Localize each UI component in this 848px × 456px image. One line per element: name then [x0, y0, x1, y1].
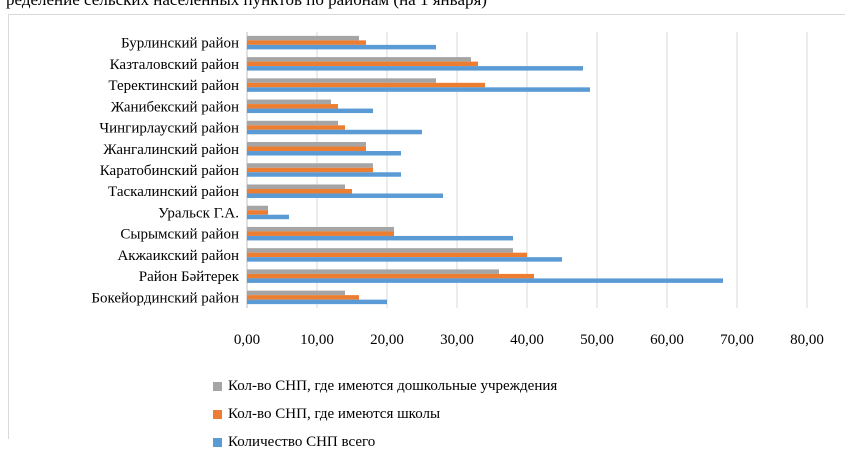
category-label: Жангалинский район [103, 142, 239, 158]
bar [247, 214, 289, 220]
legend-swatch-schools [213, 409, 222, 419]
bar [247, 252, 527, 258]
category-label: Казталовский район [110, 57, 239, 73]
category-label: Чингирлауский район [99, 121, 239, 137]
bar [247, 299, 387, 305]
gridlines [246, 32, 808, 308]
bar-chart: Бурлинский район Казталовский район Терект… [91, 32, 824, 348]
legend-label-total: Количество СНП всего [228, 433, 376, 450]
bar [247, 231, 394, 236]
bar [247, 82, 485, 88]
category-label: Акжаикский район [117, 248, 239, 264]
bar [247, 87, 590, 92]
x-tick-label: 50,00 [580, 332, 614, 348]
bar [247, 44, 436, 50]
legend-swatch-total [213, 437, 222, 447]
x-tick-label: 70,00 [720, 332, 754, 348]
x-tick-label: 80,00 [790, 332, 824, 348]
bar [247, 172, 401, 177]
bar [247, 142, 366, 147]
bar [247, 257, 562, 262]
legend-label-preschool: Кол-во СНП, где имеются дошкольные учреж… [228, 377, 558, 394]
legend: Кол-во СНП, где имеются дошкольные учреж… [213, 372, 557, 456]
legend-label-schools: Кол-во СНП, где имеются школы [228, 405, 441, 422]
bar [247, 151, 401, 156]
chart-area: Бурлинский район Казталовский район Терект… [8, 14, 845, 450]
bar [247, 269, 499, 274]
bar [247, 35, 359, 41]
bar [247, 57, 471, 62]
category-label: Район Бәйтерек [139, 269, 240, 285]
bar [247, 295, 359, 300]
category-label: Жанибекский район [111, 99, 239, 115]
bar [247, 146, 366, 152]
bar [247, 193, 443, 198]
bar [247, 290, 345, 296]
bars [247, 35, 723, 305]
bar [247, 129, 422, 135]
x-tick-labels: 0,00 10,00 20,00 30,00 40,00 50,00 60,00 70,00 8… [234, 332, 824, 348]
bar [247, 125, 345, 130]
bar [247, 235, 513, 241]
legend-item-total: Количество СНП всего [213, 428, 557, 456]
legend-item-preschool: Кол-во СНП, где имеются дошкольные учреж… [213, 372, 557, 400]
bar [247, 210, 268, 215]
bar [247, 273, 534, 279]
bar [247, 120, 338, 126]
bar [247, 108, 373, 114]
x-tick-label: 20,00 [370, 332, 404, 348]
bar [247, 66, 583, 71]
bar [247, 78, 436, 83]
x-tick-label: 0,00 [234, 332, 260, 348]
legend-item-schools: Кол-во СНП, где имеются школы [213, 400, 557, 428]
bar [247, 205, 268, 211]
legend-swatch-preschool [213, 381, 222, 391]
category-label: Бурлинский район [121, 36, 239, 52]
category-labels: Бурлинский район Казталовский район Терект… [91, 36, 239, 307]
bar [247, 188, 352, 194]
bar [247, 278, 723, 283]
category-label: Уральск Г.А. [158, 205, 239, 221]
category-label: Теректинский район [108, 78, 239, 94]
category-label: Сырымский район [120, 227, 239, 243]
bar [247, 163, 373, 168]
category-label: Бокейординский район [91, 290, 239, 306]
x-tick-label: 60,00 [650, 332, 684, 348]
x-tick-label: 40,00 [510, 332, 544, 348]
bar [247, 167, 373, 173]
bar [247, 61, 478, 67]
bar [247, 104, 338, 109]
bar [247, 226, 394, 232]
x-tick-label: 30,00 [440, 332, 474, 348]
x-tick-label: 10,00 [300, 332, 334, 348]
category-label: Каратобинский район [100, 163, 239, 179]
bar [247, 99, 331, 105]
bar [247, 184, 345, 189]
bar [247, 248, 513, 253]
chart-caption: ределение сельских населенных пунктов по… [6, 0, 606, 10]
category-label: Таскалинский район [108, 184, 239, 200]
bar [247, 40, 366, 45]
